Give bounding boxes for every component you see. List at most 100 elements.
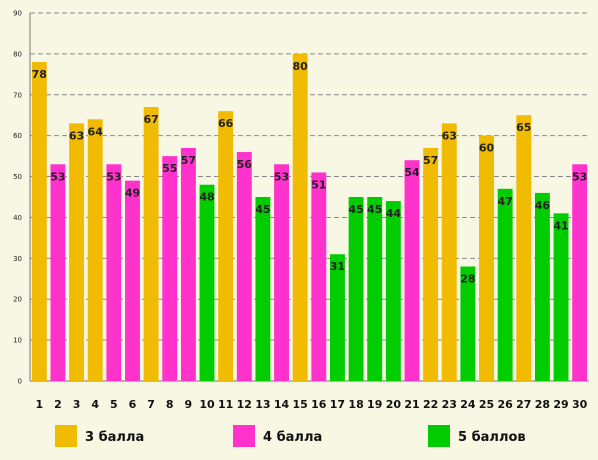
y-tick-label: 80 — [13, 50, 22, 58]
data-label: 54 — [404, 166, 420, 179]
data-label: 63 — [69, 129, 84, 142]
y-tick-label: 70 — [13, 91, 22, 99]
bar — [311, 172, 327, 381]
bar — [385, 201, 401, 381]
data-label: 49 — [125, 187, 140, 200]
x-tick-label: 19 — [367, 398, 382, 411]
y-tick-label: 40 — [13, 214, 22, 222]
data-label: 46 — [535, 199, 551, 212]
legend-swatch — [233, 425, 255, 447]
x-tick-label: 11 — [218, 398, 233, 411]
bar — [236, 152, 252, 381]
bar — [460, 266, 476, 381]
x-tick-label: 15 — [293, 398, 308, 411]
data-label: 57 — [181, 154, 196, 167]
data-label: 44 — [386, 207, 402, 220]
data-label: 66 — [218, 117, 234, 130]
data-label: 53 — [50, 170, 65, 183]
bar — [553, 213, 569, 381]
legend-label: 5 баллов — [458, 430, 526, 445]
y-tick-label: 10 — [13, 337, 22, 345]
bar — [106, 164, 122, 381]
data-label: 31 — [330, 260, 345, 273]
x-tick-label: 1 — [35, 398, 43, 411]
data-label: 45 — [255, 203, 270, 216]
bar — [180, 147, 196, 381]
data-label: 53 — [572, 170, 587, 183]
bar — [441, 123, 457, 382]
bar — [50, 164, 66, 381]
data-label: 51 — [311, 178, 326, 191]
x-tick-label: 3 — [73, 398, 81, 411]
bar — [329, 254, 345, 381]
bar — [367, 197, 383, 381]
bar — [162, 156, 178, 381]
data-label: 67 — [143, 113, 158, 126]
bar — [125, 180, 140, 381]
bar — [479, 135, 494, 381]
x-tick-label: 22 — [423, 398, 438, 411]
x-tick-label: 2 — [54, 398, 62, 411]
x-tick-label: 13 — [255, 398, 270, 411]
bar — [497, 188, 513, 381]
x-tick-label: 10 — [199, 398, 215, 411]
x-tick-label: 8 — [166, 398, 174, 411]
x-tick-label: 18 — [348, 398, 363, 411]
data-label: 45 — [348, 203, 363, 216]
data-label: 63 — [442, 129, 457, 142]
y-tick-label: 20 — [13, 296, 22, 304]
data-label: 65 — [516, 121, 531, 134]
x-tick-label: 9 — [185, 398, 193, 411]
data-label: 64 — [88, 125, 104, 138]
data-label: 53 — [274, 170, 289, 183]
data-label: 55 — [162, 162, 177, 175]
legend-label: 3 балла — [85, 430, 144, 445]
data-label: 57 — [423, 154, 438, 167]
y-tick-label: 30 — [13, 255, 22, 263]
bar — [348, 197, 364, 381]
bar — [423, 147, 439, 381]
x-tick-label: 21 — [404, 398, 419, 411]
bar — [31, 62, 47, 382]
x-tick-label: 14 — [274, 398, 290, 411]
data-label: 28 — [460, 273, 475, 286]
x-tick-label: 28 — [535, 398, 550, 411]
x-tick-label: 12 — [237, 398, 252, 411]
bar — [404, 160, 420, 381]
y-tick-label: 50 — [13, 173, 22, 181]
x-tick-label: 6 — [129, 398, 137, 411]
data-label: 41 — [553, 219, 568, 232]
x-tick-label: 17 — [330, 398, 345, 411]
bar — [292, 53, 308, 382]
bar — [143, 107, 159, 382]
x-tick-label: 4 — [91, 398, 99, 411]
x-tick-label: 5 — [110, 398, 118, 411]
legend-swatch — [55, 425, 77, 447]
x-tick-label: 25 — [479, 398, 494, 411]
x-tick-label: 7 — [147, 398, 155, 411]
bar — [534, 192, 550, 381]
data-label: 56 — [237, 158, 253, 171]
bar — [516, 115, 532, 381]
bar — [572, 164, 588, 381]
x-tick-label: 20 — [386, 398, 402, 411]
x-tick-label: 30 — [572, 398, 588, 411]
bar — [255, 197, 271, 381]
data-label: 53 — [106, 170, 121, 183]
bar — [274, 164, 290, 381]
y-tick-label: 90 — [13, 10, 22, 18]
y-tick-label: 0 — [18, 378, 22, 386]
x-tick-label: 16 — [311, 398, 327, 411]
bar — [218, 111, 234, 381]
data-label: 78 — [32, 68, 47, 81]
data-label: 60 — [479, 142, 495, 155]
legend-label: 4 балла — [263, 430, 322, 445]
bar — [87, 119, 103, 382]
data-label: 48 — [199, 191, 214, 204]
x-tick-label: 27 — [516, 398, 531, 411]
bar — [69, 123, 85, 382]
x-tick-label: 26 — [497, 398, 513, 411]
x-tick-label: 24 — [460, 398, 476, 411]
